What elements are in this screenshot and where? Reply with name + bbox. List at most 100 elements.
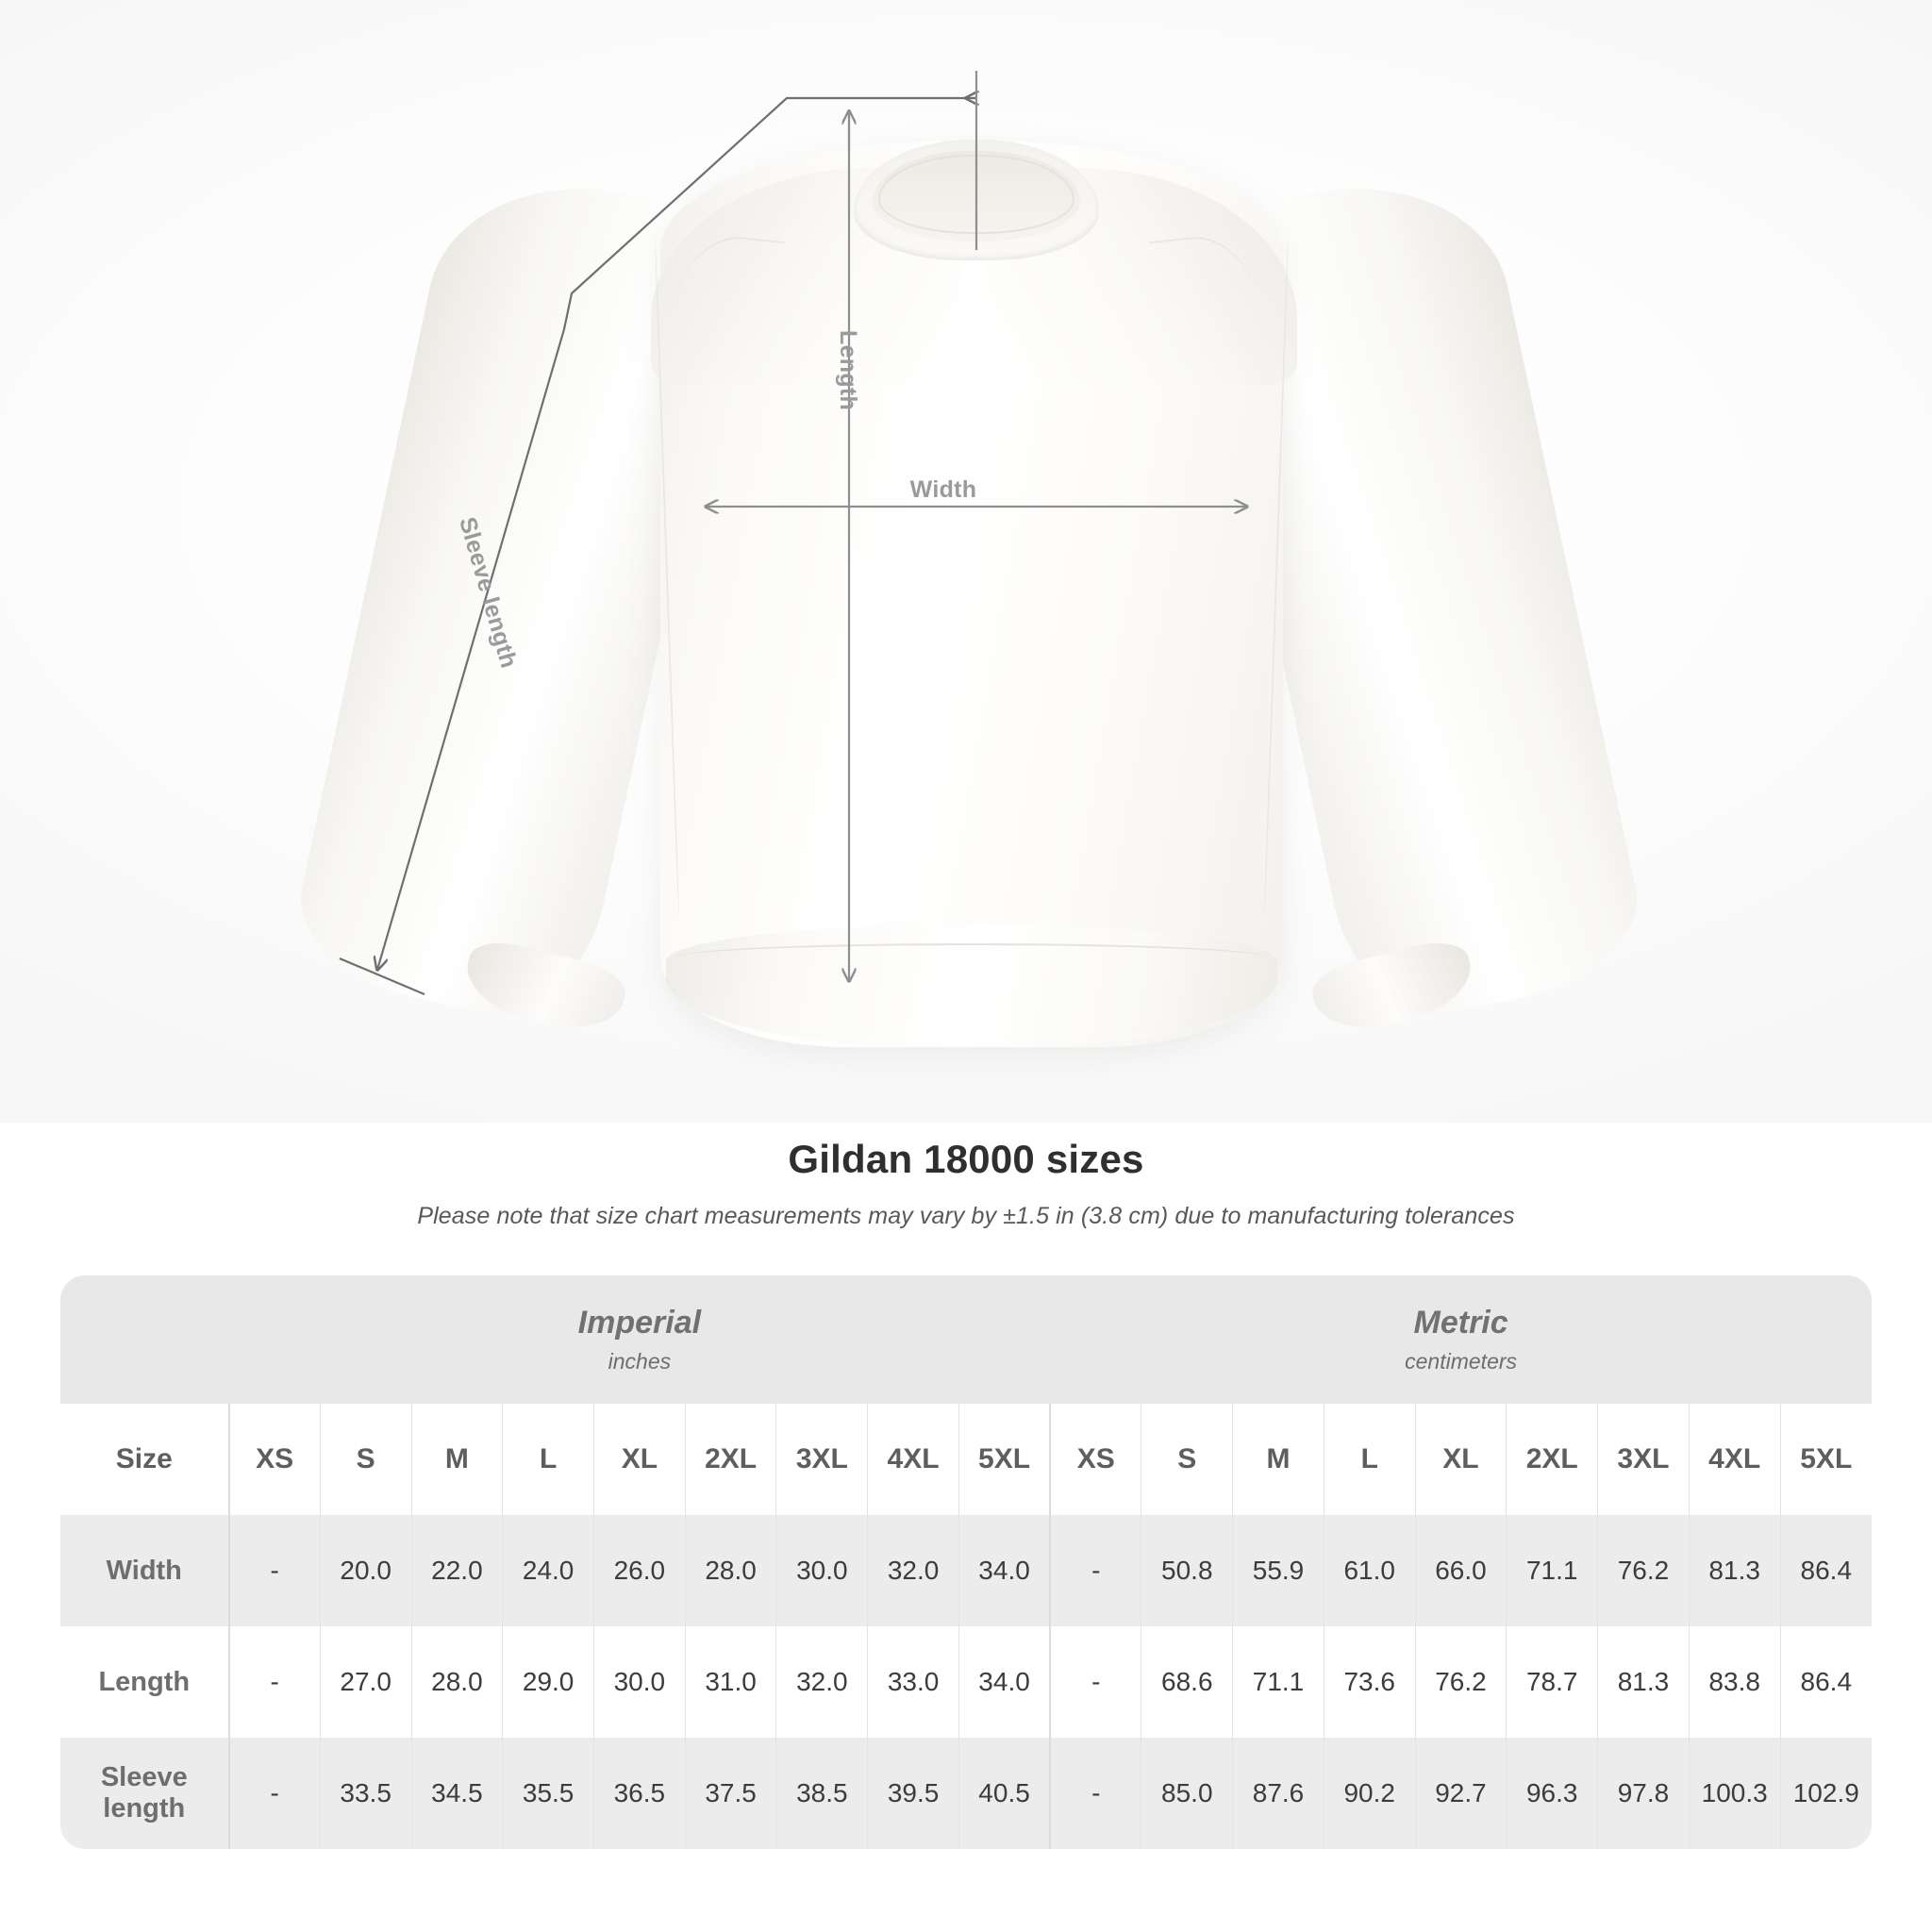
row-label-sleeve-length: Sleeve length bbox=[100, 1762, 188, 1824]
size-header-metric-m: M bbox=[1232, 1404, 1324, 1515]
cell-length-metric-3xl: 81.3 bbox=[1597, 1626, 1690, 1738]
cell-sleeve-length-metric-m: 87.6 bbox=[1232, 1738, 1324, 1849]
size-table: Imperial inches Metric centimeters Size X… bbox=[60, 1275, 1872, 1849]
size-table-wrapper: Imperial inches Metric centimeters Size X… bbox=[60, 1275, 1872, 1849]
cell-width-metric-4xl: 81.3 bbox=[1688, 1515, 1781, 1626]
table-row-sleeve-length: Sleeve length -33.5 34.5 35.5 36.5 37.5 38.5 39… bbox=[60, 1738, 1872, 1849]
cell-length-imperial-xl: 30.0 bbox=[593, 1626, 686, 1738]
cell-sleeve-length-imperial-5xl: 40.5 bbox=[958, 1738, 1051, 1849]
unit-group-row: Imperial inches Metric centimeters bbox=[60, 1275, 1872, 1404]
table-row-width: Width -20.0 22.0 24.0 26.0 28.0 30.0 32.0 34.0-5… bbox=[60, 1515, 1872, 1626]
size-header-metric-2xl: 2XL bbox=[1506, 1404, 1598, 1515]
cell-sleeve-length-metric-xs: - bbox=[1049, 1738, 1141, 1849]
size-header-metric-4xl: 4XL bbox=[1688, 1404, 1781, 1515]
table-row-size: Size XS S M L XL 2XL 3XL 4XL 5XL XS S M L XL 2XL 3XL 4XL 5… bbox=[60, 1404, 1872, 1515]
cell-width-metric-5xl: 86.4 bbox=[1779, 1515, 1872, 1626]
width-label: Width bbox=[909, 476, 977, 503]
cell-width-imperial-l: 24.0 bbox=[502, 1515, 594, 1626]
tolerance-note: Please note that size chart measurements… bbox=[417, 1203, 1515, 1229]
sleeve-length-measure-line bbox=[339, 71, 976, 996]
size-header-metric-l: L bbox=[1323, 1404, 1416, 1515]
size-header-metric-3xl: 3XL bbox=[1597, 1404, 1690, 1515]
cell-length-imperial-l: 29.0 bbox=[502, 1626, 594, 1738]
cell-length-imperial-3xl: 32.0 bbox=[775, 1626, 868, 1738]
cell-sleeve-length-metric-5xl: 102.9 bbox=[1779, 1738, 1872, 1849]
cell-width-imperial-2xl: 28.0 bbox=[684, 1515, 776, 1626]
cell-width-metric-s: 50.8 bbox=[1141, 1515, 1233, 1626]
cell-length-metric-xs: - bbox=[1049, 1626, 1141, 1738]
size-header-metric-s: S bbox=[1141, 1404, 1233, 1515]
cell-width-metric-xl: 66.0 bbox=[1414, 1515, 1507, 1626]
cell-length-metric-s: 68.6 bbox=[1141, 1626, 1233, 1738]
cell-sleeve-length-metric-2xl: 96.3 bbox=[1506, 1738, 1598, 1849]
cell-length-metric-l: 73.6 bbox=[1323, 1626, 1416, 1738]
cell-sleeve-length-metric-s: 85.0 bbox=[1141, 1738, 1233, 1849]
row-label-length: Length bbox=[98, 1666, 191, 1697]
cell-length-metric-2xl: 78.7 bbox=[1506, 1626, 1598, 1738]
garment-photo: Length Width Sleeve length bbox=[0, 0, 1932, 1123]
size-header-metric-xl: XL bbox=[1414, 1404, 1507, 1515]
cell-width-imperial-4xl: 32.0 bbox=[867, 1515, 959, 1626]
cell-width-imperial-m: 22.0 bbox=[410, 1515, 503, 1626]
cell-length-imperial-5xl: 34.0 bbox=[958, 1626, 1051, 1738]
size-header-imperial-3xl: 3XL bbox=[775, 1404, 868, 1515]
cell-sleeve-length-imperial-3xl: 38.5 bbox=[775, 1738, 868, 1849]
cell-sleeve-length-imperial-m: 34.5 bbox=[410, 1738, 503, 1849]
size-header-imperial-5xl: 5XL bbox=[958, 1404, 1051, 1515]
cell-length-imperial-xs: - bbox=[227, 1626, 321, 1738]
unit-group-metric-name: Metric bbox=[1413, 1305, 1508, 1341]
cell-sleeve-length-metric-4xl: 100.3 bbox=[1688, 1738, 1781, 1849]
length-label: Length bbox=[835, 330, 861, 411]
cell-width-imperial-s: 20.0 bbox=[319, 1515, 412, 1626]
cell-width-imperial-5xl: 34.0 bbox=[958, 1515, 1051, 1626]
unit-group-metric: Metric centimeters bbox=[1050, 1275, 1872, 1404]
title-block: Gildan 18000 sizes Please note that size… bbox=[0, 1137, 1932, 1230]
unit-group-imperial-sub: inches bbox=[608, 1348, 672, 1374]
cell-width-metric-l: 61.0 bbox=[1323, 1515, 1416, 1626]
size-header-imperial-m: M bbox=[410, 1404, 503, 1515]
unit-group-imperial-name: Imperial bbox=[577, 1305, 702, 1341]
cell-sleeve-length-imperial-2xl: 37.5 bbox=[684, 1738, 776, 1849]
table-row-length: Length -27.0 28.0 29.0 30.0 31.0 32.0 33.0 34.0-… bbox=[60, 1626, 1872, 1738]
cell-width-metric-2xl: 71.1 bbox=[1506, 1515, 1598, 1626]
row-label-width: Width bbox=[106, 1555, 182, 1586]
cell-width-imperial-xl: 26.0 bbox=[593, 1515, 686, 1626]
row-label-size: Size bbox=[115, 1443, 173, 1474]
cell-width-imperial-3xl: 30.0 bbox=[775, 1515, 868, 1626]
cell-length-metric-5xl: 86.4 bbox=[1779, 1626, 1872, 1738]
cell-width-imperial-xs: - bbox=[227, 1515, 321, 1626]
unit-group-metric-sub: centimeters bbox=[1405, 1348, 1518, 1374]
cell-width-metric-xs: - bbox=[1049, 1515, 1141, 1626]
cell-length-metric-m: 71.1 bbox=[1232, 1626, 1324, 1738]
cell-sleeve-length-imperial-l: 35.5 bbox=[502, 1738, 594, 1849]
measurement-overlay bbox=[339, 71, 1932, 996]
hem-seam bbox=[675, 943, 1268, 972]
cell-length-metric-4xl: 83.8 bbox=[1688, 1626, 1781, 1738]
cell-sleeve-length-imperial-xl: 36.5 bbox=[593, 1738, 686, 1849]
size-header-imperial-4xl: 4XL bbox=[867, 1404, 959, 1515]
size-header-imperial-l: L bbox=[502, 1404, 594, 1515]
size-header-imperial-s: S bbox=[319, 1404, 412, 1515]
cell-width-metric-3xl: 76.2 bbox=[1597, 1515, 1690, 1626]
size-header-metric-5xl: 5XL bbox=[1779, 1404, 1872, 1515]
cell-sleeve-length-metric-3xl: 97.8 bbox=[1597, 1738, 1690, 1849]
unit-group-spacer bbox=[60, 1275, 229, 1404]
cell-length-metric-xl: 76.2 bbox=[1414, 1626, 1507, 1738]
size-header-imperial-2xl: 2XL bbox=[684, 1404, 776, 1515]
unit-group-imperial: Imperial inches bbox=[228, 1275, 1051, 1404]
table-body: Size XS S M L XL 2XL 3XL 4XL 5XL XS S M L XL 2XL 3XL 4XL 5… bbox=[60, 1404, 1872, 1849]
size-header-imperial-xs: XS bbox=[227, 1404, 321, 1515]
page-title: Gildan 18000 sizes bbox=[788, 1137, 1144, 1181]
cell-sleeve-length-imperial-s: 33.5 bbox=[319, 1738, 412, 1849]
size-header-imperial-xl: XL bbox=[593, 1404, 686, 1515]
cell-sleeve-length-imperial-4xl: 39.5 bbox=[867, 1738, 959, 1849]
table-head: Imperial inches Metric centimeters bbox=[60, 1275, 1872, 1404]
cell-sleeve-length-imperial-xs: - bbox=[227, 1738, 321, 1849]
cell-length-imperial-2xl: 31.0 bbox=[684, 1626, 776, 1738]
cell-sleeve-length-metric-l: 90.2 bbox=[1323, 1738, 1416, 1849]
cell-sleeve-length-metric-xl: 92.7 bbox=[1414, 1738, 1507, 1849]
cell-length-imperial-m: 28.0 bbox=[410, 1626, 503, 1738]
cell-length-imperial-s: 27.0 bbox=[319, 1626, 412, 1738]
cell-width-metric-m: 55.9 bbox=[1232, 1515, 1324, 1626]
